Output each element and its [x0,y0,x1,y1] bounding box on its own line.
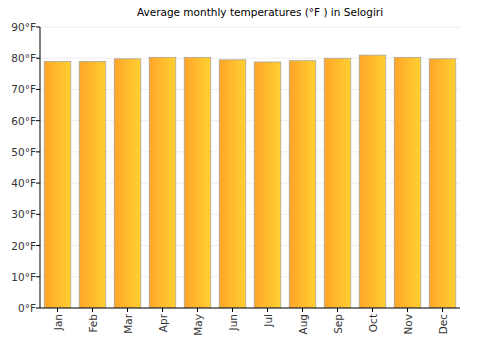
x-tick [162,308,163,312]
grid-line [40,308,460,309]
bar [359,55,386,308]
y-tick-label: 0°F [18,302,36,314]
x-tick [232,308,233,312]
y-tick-label: 40°F [11,177,36,189]
y-tick-label: 30°F [11,208,36,220]
x-tick-label: Feb [87,314,99,333]
x-tick [197,308,198,312]
y-tick [36,276,40,277]
bar [184,57,211,308]
y-tick [36,214,40,215]
x-tick [372,308,373,312]
x-tick [407,308,408,312]
y-tick [36,120,40,121]
x-tick [337,308,338,312]
x-tick-label: Jan [52,314,64,331]
x-tick [127,308,128,312]
y-tick [36,89,40,90]
bar [79,61,106,308]
x-tick-label: May [192,314,204,336]
grid-line [40,27,460,28]
x-tick-label: Jul [262,314,274,328]
x-tick-label: Mar [122,313,134,333]
bar [324,58,351,308]
y-tick [36,27,40,28]
x-tick-label: Apr [157,313,169,332]
y-tick-label: 70°F [11,83,36,95]
bar [114,59,141,308]
x-tick-label: Dec [437,314,449,335]
chart-container: Average monthly temperatures (°F ) in Se… [0,0,500,350]
y-tick [36,58,40,59]
title: Average monthly temperatures (°F ) in Se… [137,6,383,18]
bar [394,57,421,308]
bar [429,59,456,308]
x-tick [267,308,268,312]
x-axis [40,308,460,309]
x-tick [442,308,443,312]
y-tick [36,245,40,246]
y-tick-label: 50°F [11,146,36,158]
bar [219,60,246,308]
y-tick-label: 10°F [11,271,36,283]
bars [44,55,456,308]
y-tick [36,308,40,309]
x-tick-label: Nov [402,314,414,335]
x-tick [57,308,58,312]
y-axis [40,27,41,308]
y-tick [36,151,40,152]
x-tick [302,308,303,312]
y-tick-label: 60°F [11,115,36,127]
bar [44,61,71,308]
x-tick-label: Jun [227,314,239,331]
bar [149,57,176,308]
x-tick [92,308,93,312]
y-tick-label: 90°F [11,21,36,33]
y-tick-label: 80°F [11,52,36,64]
x-tick-label: Oct [367,314,379,332]
y-tick-label: 20°F [11,240,36,252]
bar [289,61,316,308]
chart: Average monthly temperatures (°F ) in Se… [0,0,500,350]
y-tick [36,183,40,184]
bar [254,62,281,308]
x-tick-label: Aug [297,314,309,335]
x-tick-label: Sep [332,314,344,334]
